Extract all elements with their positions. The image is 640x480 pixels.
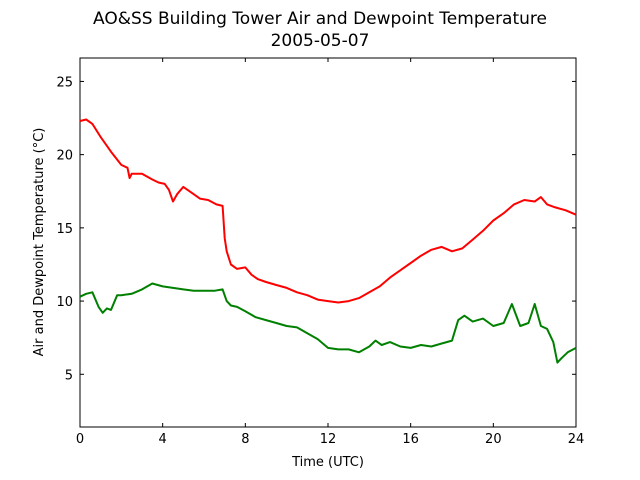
y-tick-label: 25 <box>56 75 73 90</box>
x-tick-label: 8 <box>241 432 249 447</box>
series-line-0 <box>79 118 577 304</box>
ticks-layer: 0 4 8 12 16 20 24 5 10 15 20 25 <box>56 58 584 447</box>
x-tick-label: 12 <box>320 432 337 447</box>
x-tick-label: 24 <box>568 432 585 447</box>
series-layer <box>79 118 577 364</box>
y-tick-label: 20 <box>56 149 73 164</box>
y-axis-label: Air and Dewpoint Temperature (°C) <box>32 128 47 357</box>
series-line-1 <box>79 282 577 364</box>
x-axis-label: Time (UTC) <box>291 455 364 470</box>
chart-title: AO&SS Building Tower Air and Dewpoint Te… <box>93 9 547 29</box>
x-tick-label: 0 <box>76 432 84 447</box>
y-tick-label: 10 <box>56 295 73 310</box>
x-tick-label: 4 <box>159 432 167 447</box>
plot-frame <box>79 57 577 428</box>
y-tick-label: 5 <box>65 368 73 383</box>
y-tick-label: 15 <box>56 222 73 237</box>
plot-area: 0 4 8 12 16 20 24 5 10 15 20 25 <box>56 57 584 447</box>
chart-subtitle: 2005-05-07 <box>271 31 370 51</box>
x-tick-label: 20 <box>485 432 502 447</box>
x-tick-label: 16 <box>402 432 419 447</box>
